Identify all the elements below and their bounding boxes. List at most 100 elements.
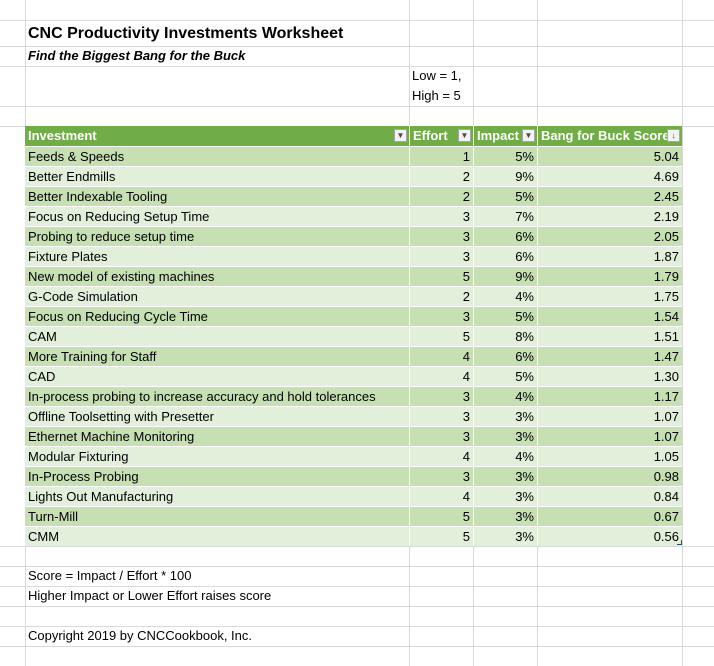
table-cell-investment[interactable]: Focus on Reducing Setup Time bbox=[25, 206, 409, 226]
table-cell-effort[interactable]: 2 bbox=[409, 286, 473, 306]
gridline-row bbox=[0, 46, 714, 47]
table-cell-investment[interactable]: Turn-Mill bbox=[25, 506, 409, 526]
table-cell-investment[interactable]: CAM bbox=[25, 326, 409, 346]
table-cell-investment[interactable]: CAD bbox=[25, 366, 409, 386]
table-cell-score[interactable]: 1.07 bbox=[537, 406, 682, 426]
table-cell-investment[interactable]: Modular Fixturing bbox=[25, 446, 409, 466]
table-cell-effort[interactable]: 3 bbox=[409, 306, 473, 326]
table-cell-effort[interactable]: 3 bbox=[409, 226, 473, 246]
table-cell-investment[interactable]: CMM bbox=[25, 526, 409, 546]
header-score[interactable]: Bang for Buck Score ↓ bbox=[537, 126, 682, 146]
table-cell-effort[interactable]: 3 bbox=[409, 386, 473, 406]
table-cell-investment[interactable]: New model of existing machines bbox=[25, 266, 409, 286]
scale-note-line1[interactable]: Low = 1, bbox=[412, 68, 462, 83]
table-cell-impact[interactable]: 4% bbox=[473, 446, 537, 466]
table-cell-impact[interactable]: 3% bbox=[473, 526, 537, 546]
table-cell-impact[interactable]: 5% bbox=[473, 366, 537, 386]
table-cell-impact[interactable]: 3% bbox=[473, 466, 537, 486]
table-cell-impact[interactable]: 3% bbox=[473, 506, 537, 526]
table-cell-investment[interactable]: More Training for Staff bbox=[25, 346, 409, 366]
table-cell-score[interactable]: 1.07 bbox=[537, 426, 682, 446]
table-cell-impact[interactable]: 5% bbox=[473, 146, 537, 166]
table-cell-impact[interactable]: 8% bbox=[473, 326, 537, 346]
table-cell-impact[interactable]: 5% bbox=[473, 306, 537, 326]
table-cell-impact[interactable]: 3% bbox=[473, 406, 537, 426]
header-impact[interactable]: Impact ▼ bbox=[473, 126, 537, 146]
table-cell-score[interactable]: 4.69 bbox=[537, 166, 682, 186]
filter-dropdown-icon[interactable]: ▼ bbox=[394, 129, 407, 142]
table-cell-score[interactable]: 1.75 bbox=[537, 286, 682, 306]
table-cell-impact[interactable]: 4% bbox=[473, 286, 537, 306]
table-cell-impact[interactable]: 6% bbox=[473, 246, 537, 266]
table-cell-score[interactable]: 2.05 bbox=[537, 226, 682, 246]
table-cell-score[interactable]: 2.19 bbox=[537, 206, 682, 226]
table-cell-score[interactable]: 2.45 bbox=[537, 186, 682, 206]
header-investment-label: Investment bbox=[28, 128, 97, 143]
table-cell-score[interactable]: 1.05 bbox=[537, 446, 682, 466]
table-cell-investment[interactable]: Fixture Plates bbox=[25, 246, 409, 266]
table-cell-impact[interactable]: 5% bbox=[473, 186, 537, 206]
table-cell-effort[interactable]: 2 bbox=[409, 186, 473, 206]
table-cell-effort[interactable]: 3 bbox=[409, 466, 473, 486]
table-cell-effort[interactable]: 4 bbox=[409, 446, 473, 466]
table-cell-score[interactable]: 1.17 bbox=[537, 386, 682, 406]
table-cell-impact[interactable]: 4% bbox=[473, 386, 537, 406]
scale-note-line2[interactable]: High = 5 bbox=[412, 88, 461, 103]
table-cell-score[interactable]: 1.30 bbox=[537, 366, 682, 386]
table-cell-investment[interactable]: Offline Toolsetting with Presetter bbox=[25, 406, 409, 426]
table-cell-effort[interactable]: 5 bbox=[409, 266, 473, 286]
table-cell-score[interactable]: 5.04 bbox=[537, 146, 682, 166]
table-cell-impact[interactable]: 3% bbox=[473, 486, 537, 506]
table-cell-effort[interactable]: 3 bbox=[409, 426, 473, 446]
copyright-note[interactable]: Copyright 2019 by CNCCookbook, Inc. bbox=[28, 628, 253, 643]
filter-dropdown-icon[interactable]: ▼ bbox=[458, 129, 471, 142]
table-cell-score[interactable]: 1.47 bbox=[537, 346, 682, 366]
table-cell-score[interactable]: 0.98 bbox=[537, 466, 682, 486]
table-cell-score[interactable]: 1.79 bbox=[537, 266, 682, 286]
table-cell-investment[interactable]: In-Process Probing bbox=[25, 466, 409, 486]
table-cell-investment[interactable]: Better Endmills bbox=[25, 166, 409, 186]
explanation-note[interactable]: Higher Impact or Lower Effort raises sco… bbox=[28, 588, 272, 603]
sheet-subtitle[interactable]: Find the Biggest Bang for the Buck bbox=[28, 48, 246, 63]
table-cell-investment[interactable]: Lights Out Manufacturing bbox=[25, 486, 409, 506]
header-effort[interactable]: Effort ▼ bbox=[409, 126, 473, 146]
table-cell-effort[interactable]: 4 bbox=[409, 346, 473, 366]
table-cell-impact[interactable]: 3% bbox=[473, 426, 537, 446]
table-cell-impact[interactable]: 9% bbox=[473, 266, 537, 286]
table-cell-effort[interactable]: 3 bbox=[409, 206, 473, 226]
table-cell-investment[interactable]: G-Code Simulation bbox=[25, 286, 409, 306]
sheet-title[interactable]: CNC Productivity Investments Worksheet bbox=[28, 25, 344, 42]
table-cell-score[interactable]: 1.87 bbox=[537, 246, 682, 266]
table-cell-effort[interactable]: 5 bbox=[409, 526, 473, 546]
sort-descending-filter-icon[interactable]: ↓ bbox=[667, 129, 680, 142]
table-cell-impact[interactable]: 9% bbox=[473, 166, 537, 186]
table-cell-score[interactable]: 1.54 bbox=[537, 306, 682, 326]
table-cell-investment[interactable]: Focus on Reducing Cycle Time bbox=[25, 306, 409, 326]
table-cell-effort[interactable]: 4 bbox=[409, 486, 473, 506]
table-resize-handle[interactable] bbox=[677, 540, 682, 545]
table-cell-investment[interactable]: Ethernet Machine Monitoring bbox=[25, 426, 409, 446]
table-cell-effort[interactable]: 1 bbox=[409, 146, 473, 166]
table-cell-investment[interactable]: Better Indexable Tooling bbox=[25, 186, 409, 206]
gridline-row bbox=[0, 20, 714, 21]
header-investment[interactable]: Investment ▼ bbox=[25, 126, 409, 146]
table-cell-effort[interactable]: 5 bbox=[409, 326, 473, 346]
table-cell-effort[interactable]: 3 bbox=[409, 246, 473, 266]
table-cell-impact[interactable]: 6% bbox=[473, 226, 537, 246]
table-cell-impact[interactable]: 6% bbox=[473, 346, 537, 366]
table-cell-effort[interactable]: 5 bbox=[409, 506, 473, 526]
table-cell-score[interactable]: 0.56 bbox=[537, 526, 682, 546]
table-cell-score[interactable]: 1.51 bbox=[537, 326, 682, 346]
table-cell-investment[interactable]: In-process probing to increase accuracy … bbox=[25, 386, 409, 406]
filter-dropdown-icon[interactable]: ▼ bbox=[522, 129, 535, 142]
table-cell-impact[interactable]: 7% bbox=[473, 206, 537, 226]
table-cell-investment[interactable]: Probing to reduce setup time bbox=[25, 226, 409, 246]
table-cell-investment[interactable]: Feeds & Speeds bbox=[25, 146, 409, 166]
table-cell-effort[interactable]: 4 bbox=[409, 366, 473, 386]
table-cell-score[interactable]: 0.84 bbox=[537, 486, 682, 506]
table-cell-effort[interactable]: 3 bbox=[409, 406, 473, 426]
formula-note[interactable]: Score = Impact / Effort * 100 bbox=[28, 568, 192, 583]
table-cell-effort[interactable]: 2 bbox=[409, 166, 473, 186]
header-impact-label: Impact bbox=[477, 128, 519, 143]
table-cell-score[interactable]: 0.67 bbox=[537, 506, 682, 526]
